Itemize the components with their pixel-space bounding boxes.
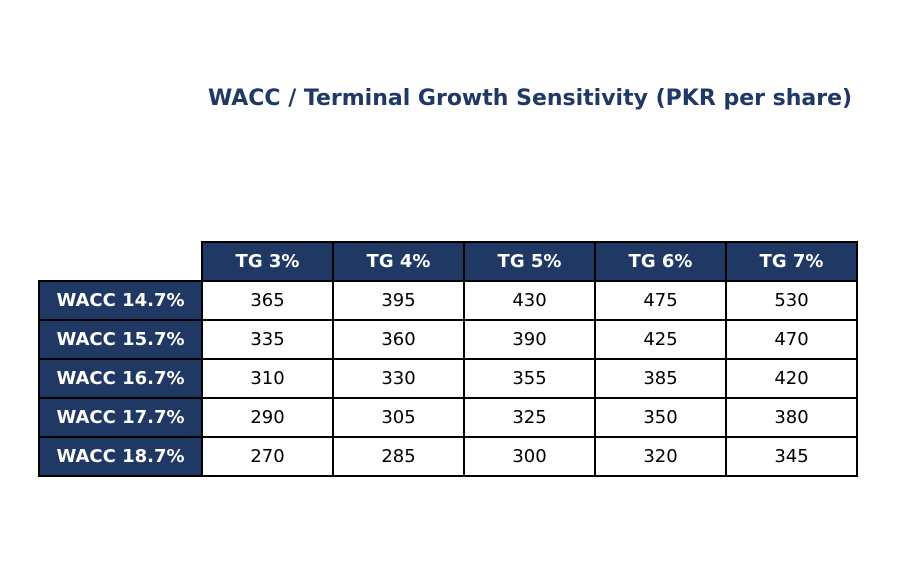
table-row: WACC 15.7% 335 360 390 425 470 bbox=[38, 319, 858, 360]
table-cell: 355 bbox=[463, 358, 596, 399]
table-cell: 420 bbox=[725, 358, 858, 399]
table-cell: 530 bbox=[725, 280, 858, 321]
column-header: TG 3% bbox=[201, 241, 334, 282]
column-header: TG 4% bbox=[332, 241, 465, 282]
table-cell: 425 bbox=[594, 319, 727, 360]
table-row: WACC 14.7% 365 395 430 475 530 bbox=[38, 280, 858, 321]
table-cell: 365 bbox=[201, 280, 334, 321]
table-cell: 430 bbox=[463, 280, 596, 321]
column-header: TG 5% bbox=[463, 241, 596, 282]
chart-title: WACC / Terminal Growth Sensitivity (PKR … bbox=[207, 86, 853, 111]
row-header: WACC 14.7% bbox=[38, 280, 203, 321]
table-cell: 330 bbox=[332, 358, 465, 399]
table-cell: 345 bbox=[725, 436, 858, 477]
table-cell: 320 bbox=[594, 436, 727, 477]
row-header: WACC 17.7% bbox=[38, 397, 203, 438]
sensitivity-table: TG 3% TG 4% TG 5% TG 6% TG 7% WACC 14.7%… bbox=[38, 241, 858, 477]
table-cell: 270 bbox=[201, 436, 334, 477]
table-cell: 470 bbox=[725, 319, 858, 360]
table-cell: 285 bbox=[332, 436, 465, 477]
header-row: TG 3% TG 4% TG 5% TG 6% TG 7% bbox=[39, 241, 858, 282]
table-cell: 360 bbox=[332, 319, 465, 360]
table-cell: 305 bbox=[332, 397, 465, 438]
table-cell: 380 bbox=[725, 397, 858, 438]
table-cell: 395 bbox=[332, 280, 465, 321]
row-header: WACC 16.7% bbox=[38, 358, 203, 399]
table-row: WACC 17.7% 290 305 325 350 380 bbox=[38, 397, 858, 438]
column-header: TG 7% bbox=[725, 241, 858, 282]
corner-cell bbox=[39, 242, 202, 281]
table-cell: 310 bbox=[201, 358, 334, 399]
table-cell: 390 bbox=[463, 319, 596, 360]
table-cell: 300 bbox=[463, 436, 596, 477]
table-row: WACC 16.7% 310 330 355 385 420 bbox=[38, 358, 858, 399]
table-cell: 290 bbox=[201, 397, 334, 438]
column-header: TG 6% bbox=[594, 241, 727, 282]
table-cell: 325 bbox=[463, 397, 596, 438]
table-cell: 475 bbox=[594, 280, 727, 321]
table-cell: 335 bbox=[201, 319, 334, 360]
table-cell: 350 bbox=[594, 397, 727, 438]
table-cell: 385 bbox=[594, 358, 727, 399]
row-header: WACC 18.7% bbox=[38, 436, 203, 477]
row-header: WACC 15.7% bbox=[38, 319, 203, 360]
table-row: WACC 18.7% 270 285 300 320 345 bbox=[38, 436, 858, 477]
